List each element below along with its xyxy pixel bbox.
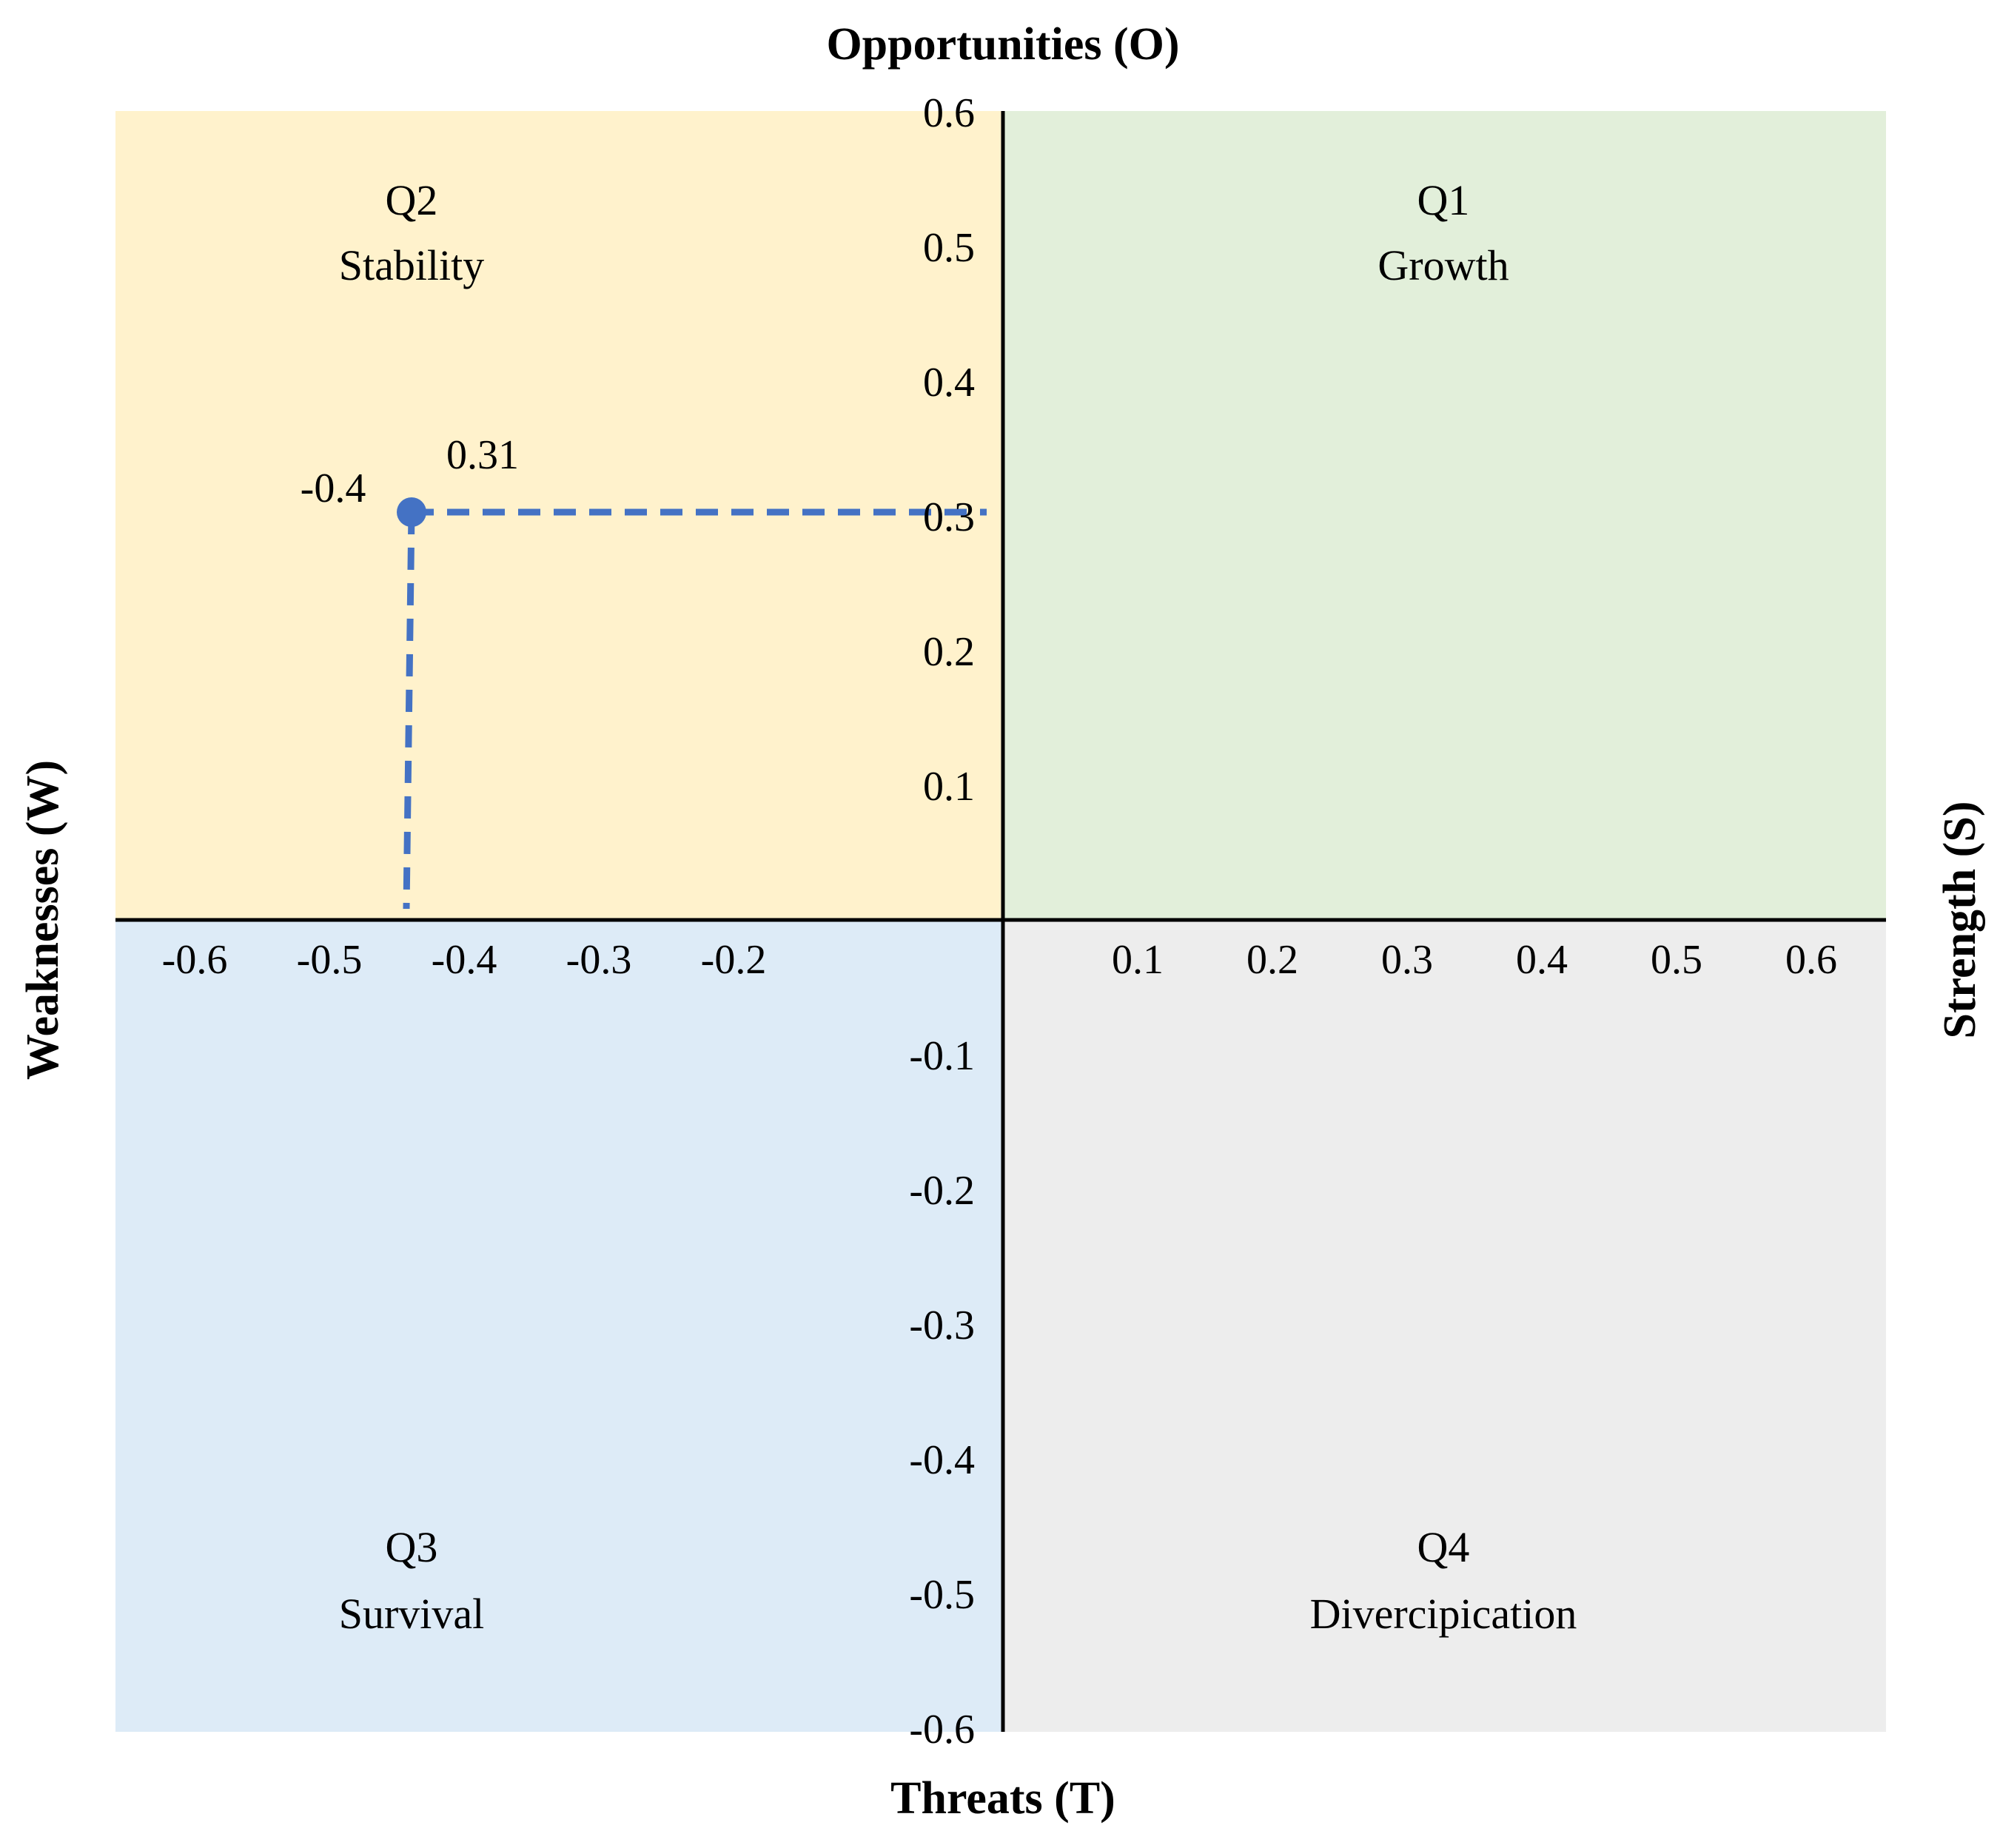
x-tick-label: 0.1 (1112, 937, 1164, 983)
y-tick-label: 0.6 (923, 90, 975, 136)
x-tick-label: 0.2 (1246, 937, 1298, 983)
tick-labels: -0.6 -0.5 -0.4 -0.3 -0.2 0.1 0.2 0.3 0.4 0.5 0.6 0.… (162, 90, 1837, 1753)
quadrant-q1-number: Q1 (1417, 176, 1470, 224)
x-tick-label: 0.4 (1516, 937, 1568, 983)
y-tick-label: 0.3 (923, 494, 975, 540)
y-tick-label: 0.5 (923, 225, 975, 271)
point-x-value-label: -0.4 (301, 466, 366, 511)
y-tick-label: 0.1 (923, 764, 975, 810)
x-tick-label: -0.5 (297, 937, 363, 983)
right-axis-title: Strength (S) (1935, 802, 1985, 1039)
y-tick-label: -0.1 (909, 1033, 975, 1079)
quadrant-q2-name: Stability (339, 241, 485, 289)
y-tick-label: -0.2 (909, 1168, 975, 1214)
x-tick-label: 0.5 (1651, 937, 1702, 983)
quadrant-q2-number: Q2 (386, 176, 438, 224)
quadrant-q3-name: Survival (339, 1590, 485, 1638)
y-tick-label: -0.5 (909, 1572, 975, 1618)
vertical-guide-line (403, 511, 415, 910)
y-tick-label: 0.2 (923, 629, 975, 675)
y-tick-label: -0.4 (909, 1437, 975, 1483)
x-tick-label: -0.3 (566, 937, 632, 983)
y-tick-label: 0.4 (923, 360, 975, 406)
quadrant-labels: Q1 Growth Q2 Stability Q3 Survival Q4 Divercipi… (339, 176, 1577, 1638)
data-point-marker (397, 497, 426, 527)
top-axis-title: Opportunities (O) (826, 19, 1179, 70)
data-point-layer: -0.4 0.31 (301, 432, 519, 527)
axes (115, 111, 1886, 1732)
x-tick-label: 0.3 (1381, 937, 1433, 983)
bottom-axis-title: Threats (T) (890, 1773, 1115, 1824)
quadrant-q4-name: Divercipication (1310, 1590, 1577, 1638)
left-axis-title: Weaknesses (W) (18, 760, 68, 1080)
x-tick-label: -0.2 (701, 937, 767, 983)
x-tick-label: -0.6 (162, 937, 228, 983)
quadrant-q1-name: Growth (1377, 241, 1509, 289)
quadrant-q4-background (1003, 920, 1886, 1732)
quadrant-q1-background (1003, 111, 1886, 920)
quadrant-q3-background (115, 920, 1003, 1732)
y-tick-label: -0.3 (909, 1303, 975, 1348)
quadrant-q3-number: Q3 (386, 1523, 438, 1571)
quadrant-q4-number: Q4 (1417, 1523, 1470, 1571)
y-tick-label: -0.6 (909, 1707, 975, 1753)
point-y-value-label: 0.31 (446, 432, 519, 478)
x-tick-label: -0.4 (432, 937, 497, 983)
point-guide-lines (403, 508, 987, 910)
x-tick-label: 0.6 (1785, 937, 1837, 983)
